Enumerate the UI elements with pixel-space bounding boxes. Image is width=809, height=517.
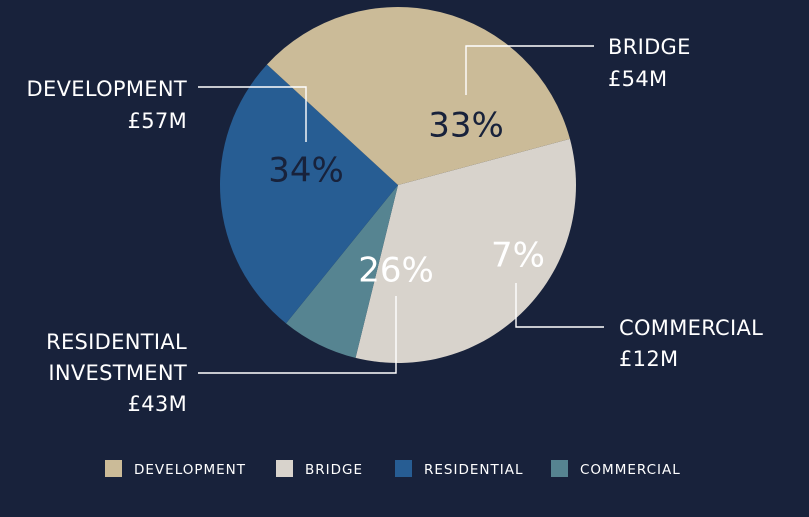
callout-bridge-line-2: £54M (608, 67, 667, 91)
pie-slice-residential (220, 64, 398, 324)
callout-development-line-2: £57M (128, 109, 187, 133)
pie-slices (220, 7, 576, 363)
slice-percent-commercial: 7% (491, 236, 545, 276)
callout-development-line-1: DEVELOPMENT (27, 77, 187, 101)
slice-percent-bridge: 33% (428, 106, 504, 146)
slice-percent-development: 34% (268, 151, 344, 191)
legend-swatch-development (105, 460, 122, 477)
callout-commercial-line-1: COMMERCIAL (619, 316, 763, 340)
pie-slice-bridge (355, 138, 576, 363)
slice-percent-residential: 26% (358, 251, 434, 291)
pie-slice-commercial (285, 185, 398, 358)
callout-bridge-line-1: BRIDGE (608, 35, 691, 59)
leader-line-bridge (465, 45, 594, 95)
callout-commercial-line-2: £12M (619, 347, 678, 371)
leader-line-commercial (515, 283, 604, 328)
legend-label-residential: RESIDENTIAL (424, 462, 523, 478)
legend-swatch-commercial (551, 460, 568, 477)
pie-slice-development (266, 7, 570, 185)
callout-residential-line-1: RESIDENTIAL (46, 330, 187, 354)
slice-callouts: BRIDGE £54M COMMERCIAL £12M RESIDENTIAL INVES… (27, 35, 763, 416)
leader-line-residential (198, 296, 397, 374)
legend-swatch-residential (395, 460, 412, 477)
slice-percent-labels: 33% 7% 26% 34% (268, 106, 545, 291)
leader-lines (198, 45, 604, 374)
callout-residential-line-2: INVESTMENT (48, 361, 187, 385)
legend-swatch-bridge (276, 460, 293, 477)
legend: DEVELOPMENT BRIDGE RESIDENTIAL COMMERCIAL (105, 460, 681, 478)
legend-label-commercial: COMMERCIAL (580, 462, 681, 478)
leader-line-development (198, 86, 307, 142)
legend-label-development: DEVELOPMENT (134, 462, 246, 478)
legend-label-bridge: BRIDGE (305, 462, 363, 478)
callout-residential-line-3: £43M (128, 392, 187, 416)
